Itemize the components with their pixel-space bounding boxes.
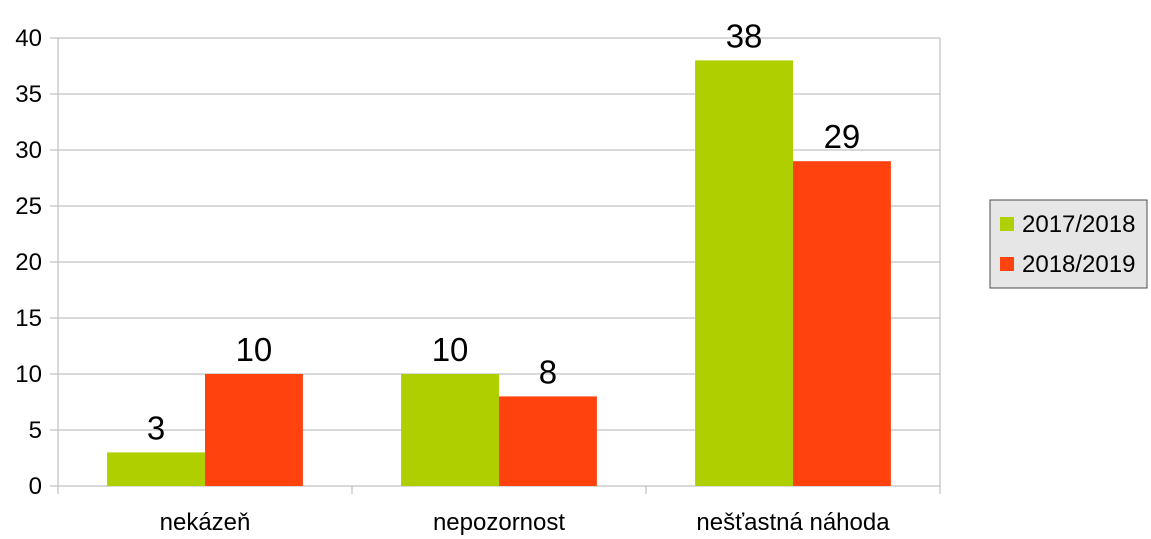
- x-axis-tick-marks: [57, 486, 941, 494]
- legend-swatch: [1000, 257, 1014, 271]
- x-category-label: nekázeň: [160, 509, 251, 536]
- legend-label: 2018/2019: [1022, 251, 1135, 278]
- gridlines: [50, 37, 941, 487]
- bar: [499, 396, 597, 486]
- data-labels: 3 10 10 8 38 29: [147, 17, 860, 446]
- y-tick-label-20: 20: [15, 249, 42, 276]
- bars: [107, 60, 891, 487]
- y-tick-label-15: 15: [15, 305, 42, 332]
- legend: 2017/2018 2018/2019: [989, 199, 1148, 289]
- y-tick-label-0: 0: [29, 473, 42, 500]
- bar: [107, 452, 205, 486]
- data-label: 38: [726, 17, 763, 54]
- data-label: 10: [432, 331, 469, 368]
- bar: [793, 161, 891, 486]
- bar: [401, 374, 499, 486]
- x-axis-category-labels: nekázeň nepozornost nešťastná náhoda: [160, 509, 891, 536]
- y-axis-tick-labels: 0 5 10 15 20 25 30 35 40: [15, 25, 42, 500]
- y-tick-label-5: 5: [29, 417, 42, 444]
- x-category-label: nepozornost: [433, 509, 565, 536]
- legend-label: 2017/2018: [1022, 211, 1135, 238]
- bar: [205, 374, 303, 486]
- legend-swatch: [1000, 217, 1014, 231]
- data-label: 29: [824, 118, 861, 155]
- bar: [695, 60, 793, 487]
- y-tick-label-10: 10: [15, 361, 42, 388]
- y-tick-label-40: 40: [15, 25, 42, 52]
- legend-box: [989, 199, 1148, 289]
- data-label: 3: [147, 409, 165, 446]
- y-tick-label-35: 35: [15, 81, 42, 108]
- x-category-label: nešťastná náhoda: [696, 509, 890, 536]
- data-label: 10: [236, 331, 273, 368]
- data-label: 8: [539, 353, 557, 390]
- y-tick-label-30: 30: [15, 137, 42, 164]
- y-tick-label-25: 25: [15, 193, 42, 220]
